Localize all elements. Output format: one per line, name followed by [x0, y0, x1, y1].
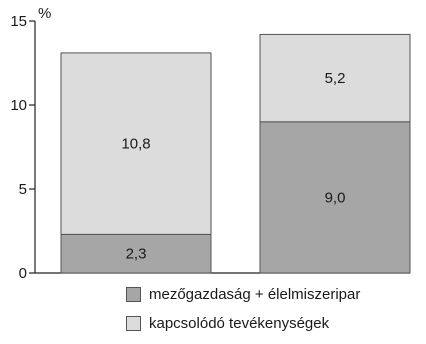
bar-segment — [259, 33, 411, 123]
y-axis-unit-label: % — [38, 5, 51, 22]
bar-segment — [60, 52, 212, 235]
data-label: 10,8 — [121, 136, 150, 153]
legend-item-agri: mezőgazdaság + élelmiszeripar — [126, 285, 361, 303]
bar-segment — [259, 121, 411, 274]
y-tick-label: 0 — [19, 265, 27, 282]
y-tick-label: 10 — [10, 97, 27, 114]
stacked-bar-chart: 0 5 10 15% 2,3 10,8 9,0 5,2 — [10, 5, 411, 282]
y-tick-label: 15 — [10, 13, 27, 30]
legend-item-related: kapcsolódó tevékenységek — [126, 314, 360, 332]
legend-label-related: kapcsolódó tevékenységek — [149, 314, 330, 332]
data-label: 2,3 — [126, 246, 147, 263]
bar-segment — [60, 233, 212, 274]
legend-swatch-related — [126, 315, 141, 331]
legend: mezőgazdaság + élelmiszeripar kapcsolódó… — [126, 286, 360, 344]
legend-swatch-agri — [126, 286, 141, 302]
y-tick-label: 5 — [19, 181, 27, 198]
data-label: 9,0 — [325, 189, 346, 206]
legend-label-agri: mezőgazdaság + élelmiszeripar — [149, 285, 361, 303]
data-label: 5,2 — [325, 70, 346, 87]
